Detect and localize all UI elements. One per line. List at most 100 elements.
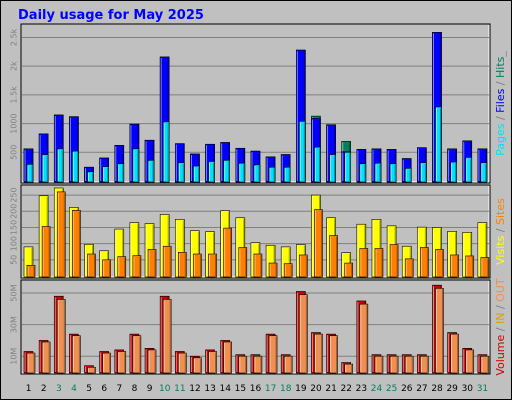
x-tick-label-day-1: 1 — [26, 384, 32, 394]
x-tick-label-day-9: 9 — [147, 384, 153, 394]
bar-out-day-8 — [132, 335, 142, 374]
series-sites — [26, 191, 490, 278]
bar-pages-day-8 — [132, 148, 140, 183]
bar-pages-day-29 — [450, 161, 457, 183]
bar-sites-day-10 — [162, 245, 172, 278]
y-tick-label: 1.5k — [10, 86, 19, 104]
bar-pages-day-5 — [87, 171, 94, 183]
y-tick-label: 2k — [10, 61, 19, 71]
x-tick-label-day-6: 6 — [101, 384, 107, 394]
ylabel-part: / — [494, 113, 507, 124]
ylabel-part: Visits — [494, 235, 507, 264]
panel-ylabel: Visits / Sites — [494, 198, 507, 265]
bar-pages-day-12 — [193, 165, 200, 183]
bar-pages-day-19 — [299, 120, 306, 183]
x-tick-label-day-28: 28 — [431, 384, 443, 394]
x-tick-label-day-27: 27 — [416, 384, 427, 394]
bar-out-day-31 — [480, 355, 490, 374]
bar-pages-day-9 — [147, 160, 155, 183]
bar-out-day-5 — [87, 366, 96, 374]
x-tick-label-day-21: 21 — [325, 384, 336, 394]
bar-out-day-3 — [56, 299, 66, 374]
bar-sites-day-13 — [208, 253, 217, 278]
x-tick-label-day-25: 25 — [386, 384, 397, 394]
bar-sites-day-20 — [314, 209, 323, 278]
y-tick-label: 50 — [10, 255, 19, 265]
panel-ylabel: Pages / Files / Hits_ — [494, 51, 507, 156]
bar-out-day-16 — [253, 355, 263, 374]
x-tick-label-day-31: 31 — [477, 384, 488, 394]
series-pages — [26, 106, 488, 183]
x-tick-label-day-18: 18 — [280, 384, 292, 394]
bar-out-day-12 — [193, 357, 202, 374]
bar-sites-day-26 — [404, 258, 414, 278]
bar-sites-day-22 — [344, 262, 354, 278]
x-tick-label-day-14: 14 — [220, 384, 232, 394]
bar-pages-day-31 — [480, 162, 488, 183]
x-tick-label-day-13: 13 — [204, 384, 215, 394]
x-tick-label-day-29: 29 — [446, 384, 458, 394]
bar-out-day-20 — [314, 333, 323, 374]
bar-sites-day-5 — [87, 253, 96, 278]
bar-out-day-22 — [344, 363, 354, 374]
chart-title: Daily usage for May 2025 — [18, 8, 204, 23]
bar-pages-day-14 — [223, 160, 230, 183]
bar-out-day-21 — [329, 335, 338, 374]
x-tick-label-day-4: 4 — [71, 384, 77, 394]
bar-out-day-24 — [374, 355, 384, 374]
y-tick-label: 50M — [10, 284, 19, 301]
bar-sites-day-3 — [56, 191, 66, 278]
bar-sites-day-12 — [193, 253, 202, 278]
bar-sites-day-6 — [102, 259, 111, 278]
bar-out-day-11 — [177, 352, 187, 374]
bar-sites-day-14 — [223, 227, 232, 278]
bar-pages-day-3 — [56, 148, 64, 183]
bar-pages-day-10 — [162, 121, 170, 183]
bar-pages-day-17 — [268, 166, 276, 183]
x-tick-label-day-10: 10 — [159, 384, 171, 394]
bar-sites-day-31 — [480, 257, 490, 278]
bar-out-day-25 — [389, 355, 399, 374]
bar-pages-day-4 — [72, 150, 79, 183]
bar-out-day-10 — [162, 299, 172, 374]
x-tick-label-day-26: 26 — [401, 384, 413, 394]
bar-out-day-27 — [420, 355, 429, 374]
ylabel-part: / — [494, 302, 507, 313]
bar-sites-day-16 — [253, 253, 263, 278]
bar-pages-day-11 — [177, 162, 185, 183]
y-tick-label: 2.5k — [10, 28, 19, 46]
ylabel-part: / — [494, 78, 507, 89]
ylabel-part: Hits — [494, 56, 507, 78]
bar-sites-day-2 — [41, 226, 51, 278]
y-tick-label: 250 — [10, 187, 19, 202]
bar-out-day-19 — [299, 294, 308, 374]
bar-pages-day-18 — [283, 166, 291, 183]
x-tick-label-day-8: 8 — [132, 384, 138, 394]
bar-pages-day-2 — [41, 154, 49, 183]
y-tick-label: 100 — [10, 236, 19, 251]
ylabel-part: Files — [494, 88, 507, 112]
bar-sites-day-9 — [147, 249, 157, 278]
bar-out-day-23 — [359, 303, 369, 374]
bar-pages-day-30 — [465, 157, 473, 183]
bar-out-day-14 — [223, 341, 232, 374]
bar-out-day-2 — [41, 341, 51, 374]
x-tick-label-day-20: 20 — [310, 384, 322, 394]
bar-sites-day-21 — [329, 235, 338, 278]
bar-sites-day-4 — [72, 210, 81, 278]
bar-pages-day-25 — [389, 163, 397, 183]
bar-sites-day-7 — [117, 256, 127, 278]
x-tick-label-day-12: 12 — [189, 384, 200, 394]
ylabel-part: OUT — [494, 278, 507, 302]
bar-sites-day-23 — [359, 248, 369, 278]
ylabel-part: IN — [494, 313, 507, 324]
bar-sites-day-30 — [465, 255, 475, 278]
x-tick-label-day-11: 11 — [174, 384, 185, 394]
bar-pages-day-7 — [117, 163, 125, 183]
bar-sites-day-28 — [435, 249, 444, 278]
y-tick-label: 200 — [10, 204, 19, 219]
bar-sites-day-25 — [389, 244, 399, 278]
x-tick-label-day-15: 15 — [235, 384, 246, 394]
